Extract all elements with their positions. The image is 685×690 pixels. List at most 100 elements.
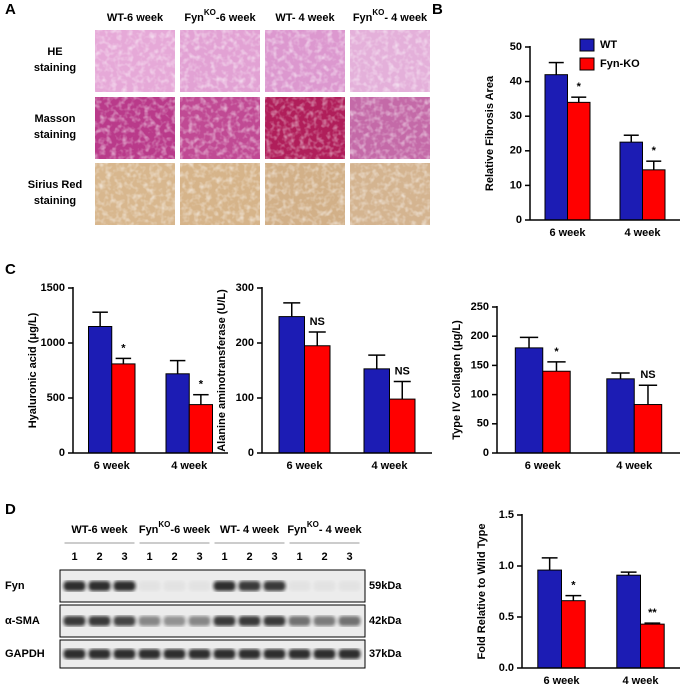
molecular-weight: 37kDa (369, 648, 402, 660)
histology-texture (180, 97, 260, 159)
y-tick-label: 100 (471, 389, 489, 401)
x-tick-label: 6 week (525, 460, 562, 472)
blot-band (288, 581, 311, 591)
significance: NS (310, 316, 325, 328)
row-label: staining (34, 62, 76, 74)
y-tick-label: 0.0 (499, 662, 514, 674)
y-tick-label: 1.0 (499, 560, 514, 572)
row-label: staining (34, 195, 76, 207)
label-text: - 4 week (319, 524, 363, 536)
significance: * (571, 579, 576, 591)
significance: ** (648, 607, 657, 619)
bar (642, 169, 666, 221)
y-tick-label: 500 (47, 392, 65, 404)
bar (633, 404, 663, 454)
histology-texture (95, 163, 175, 225)
bar (165, 373, 190, 454)
lane-number: 2 (321, 551, 327, 563)
molecular-weight: 59kDa (369, 580, 402, 592)
blot-band (238, 581, 261, 591)
panel-label: B (432, 1, 443, 18)
blot-band (238, 616, 261, 626)
y-tick-label: 0 (248, 447, 254, 459)
bar (188, 404, 213, 454)
significance: NS (395, 365, 410, 377)
label-text: -6 week (216, 12, 257, 24)
bar (606, 378, 635, 454)
column-label: WT- 4 week (220, 524, 280, 536)
y-tick-label: 0.5 (499, 611, 514, 623)
histology-texture (95, 97, 175, 159)
bar (542, 370, 571, 454)
column-label: WT-6 week (107, 12, 164, 24)
significance: * (199, 379, 204, 391)
x-tick-label: 6 week (549, 227, 586, 239)
histology-texture (265, 97, 345, 159)
histology-texture (350, 30, 430, 92)
blot-band (163, 616, 186, 626)
blot-band (313, 581, 336, 591)
x-tick-label: 6 week (286, 460, 323, 472)
y-axis-title: Type IV collagen (μg/L) (451, 320, 463, 440)
lane-number: 1 (71, 551, 77, 563)
bar (389, 398, 416, 454)
label-text: WT-6 week (107, 12, 164, 24)
label-text: Fyn (184, 12, 204, 24)
panel-label: C (5, 261, 16, 278)
column-label: FynKO-6 week (139, 520, 211, 536)
bar (544, 74, 568, 221)
blot-band (213, 616, 236, 626)
column-label: WT-6 week (71, 524, 128, 536)
label-text: WT-6 week (71, 524, 128, 536)
legend-label: WT (600, 39, 617, 51)
blot-band (163, 649, 186, 659)
bar (111, 363, 136, 454)
label-text: WT- 4 week (220, 524, 280, 536)
x-tick-label: 4 week (171, 460, 208, 472)
panel-label: A (5, 1, 16, 18)
y-tick-label: 150 (471, 359, 489, 371)
lane-number: 3 (121, 551, 127, 563)
significance: * (554, 346, 559, 358)
y-axis-title: Hyaluronic acid (μg/L) (27, 312, 39, 428)
blot-band (188, 649, 211, 659)
bar (537, 569, 562, 669)
column-label: FynKO- 4 week (287, 520, 362, 536)
y-axis-title: Alanine aminotransferase (U/L) (216, 289, 228, 452)
lane-number: 3 (271, 551, 277, 563)
blot-band (338, 616, 361, 626)
blot-band (263, 616, 286, 626)
legend-swatch (579, 57, 595, 71)
blot-band (263, 581, 286, 591)
blot-band (238, 649, 261, 659)
x-tick-label: 4 week (371, 460, 408, 472)
blot-band (113, 649, 136, 659)
blot-band (163, 581, 186, 591)
bar (363, 368, 390, 454)
histology-texture (95, 30, 175, 92)
blot-band (188, 616, 211, 626)
y-tick-label: 0 (516, 214, 522, 226)
y-axis-title: Fold Relative to Wild Type (476, 524, 488, 660)
bar (278, 316, 305, 454)
molecular-weight: 42kDa (369, 615, 402, 627)
label-text: Fyn (287, 524, 307, 536)
histology-texture (265, 30, 345, 92)
column-label: FynKO- 4 week (353, 8, 428, 24)
lane-number: 1 (296, 551, 302, 563)
y-tick-label: 0 (483, 447, 489, 459)
blot-band (313, 616, 336, 626)
blot-band (338, 649, 361, 659)
y-tick-label: 1500 (41, 282, 65, 294)
bar (616, 574, 641, 669)
y-tick-label: 10 (510, 179, 522, 191)
y-tick-label: 200 (471, 330, 489, 342)
y-tick-label: 50 (477, 418, 489, 430)
y-tick-label: 20 (510, 145, 522, 157)
blot-band (213, 581, 236, 591)
y-tick-label: 300 (236, 282, 254, 294)
label-superscript: KO (372, 8, 384, 17)
significance: * (121, 342, 126, 354)
y-tick-label: 100 (236, 392, 254, 404)
significance: * (652, 145, 657, 157)
